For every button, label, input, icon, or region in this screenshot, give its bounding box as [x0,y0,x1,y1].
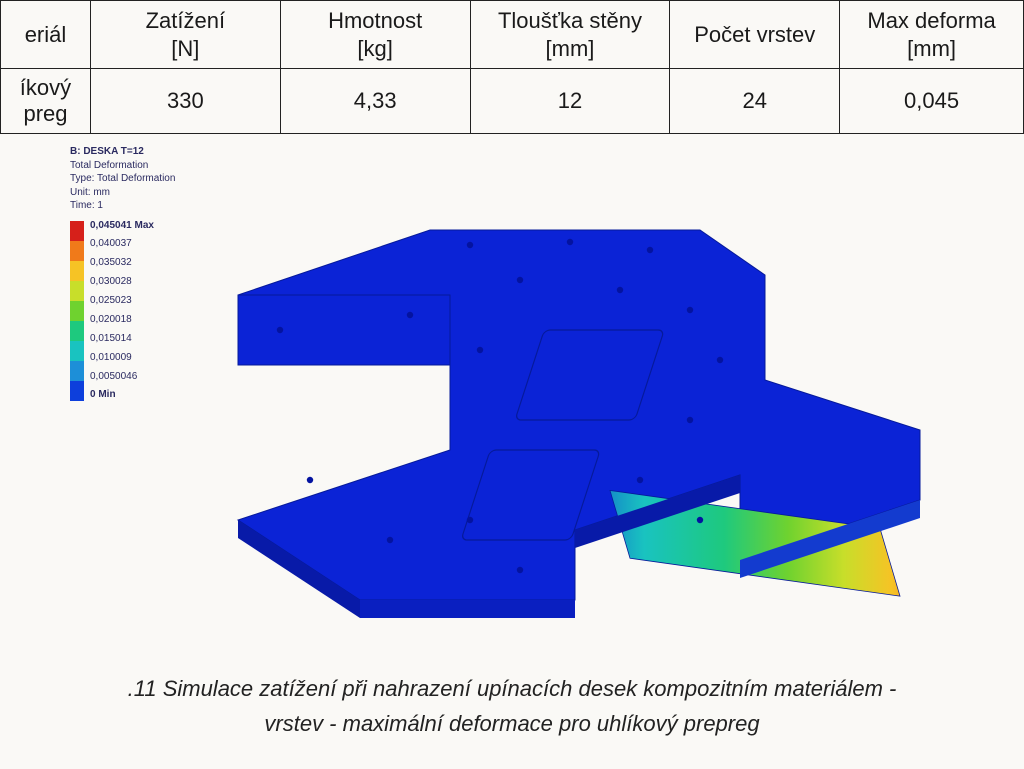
table-header: Zatížení[N] [90,1,280,69]
legend-bar [70,221,84,401]
fea-simulation-render [130,190,930,650]
figure-caption: .11 Simulace zatížení při nahrazení upín… [0,671,1024,741]
table-header: eriál [1,1,91,69]
table-header-row: eriálZatížení[N]Hmotnost[kg]Tloušťka stě… [1,1,1024,69]
table-header: Počet vrstev [670,1,840,69]
table-header: Tloušťka stěny[mm] [470,1,670,69]
caption-line1: .11 Simulace zatížení při nahrazení upín… [128,676,897,701]
plate-side-face [360,600,575,618]
table-cell: 330 [90,69,280,134]
table-cell: 0,045 [840,69,1024,134]
fea-title: B: DESKA T=12 [70,145,175,159]
table-cell: íkovýpreg [1,69,91,134]
caption-line2: vrstev - maximální deformace pro uhlíkov… [264,711,759,736]
table-row: íkovýpreg3304,3312240,045 [1,69,1024,134]
fea-line: Type: Total Deformation [70,172,175,186]
fea-line: Total Deformation [70,159,175,173]
plate-left-arm [238,295,450,365]
table-header: Hmotnost[kg] [280,1,470,69]
table-header: Max deforma[mm] [840,1,1024,69]
table-cell: 12 [470,69,670,134]
properties-table: eriálZatížení[N]Hmotnost[kg]Tloušťka stě… [0,0,1024,134]
table-cell: 4,33 [280,69,470,134]
table-cell: 24 [670,69,840,134]
